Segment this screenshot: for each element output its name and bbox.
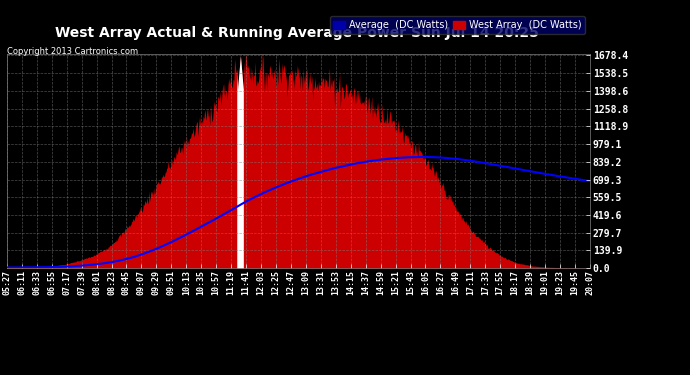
Text: Copyright 2013 Cartronics.com: Copyright 2013 Cartronics.com (7, 47, 138, 56)
Text: West Array Actual & Running Average Power Sun Jul 14 20:25: West Array Actual & Running Average Powe… (55, 26, 539, 40)
Legend: Average  (DC Watts), West Array  (DC Watts): Average (DC Watts), West Array (DC Watts… (330, 16, 585, 34)
